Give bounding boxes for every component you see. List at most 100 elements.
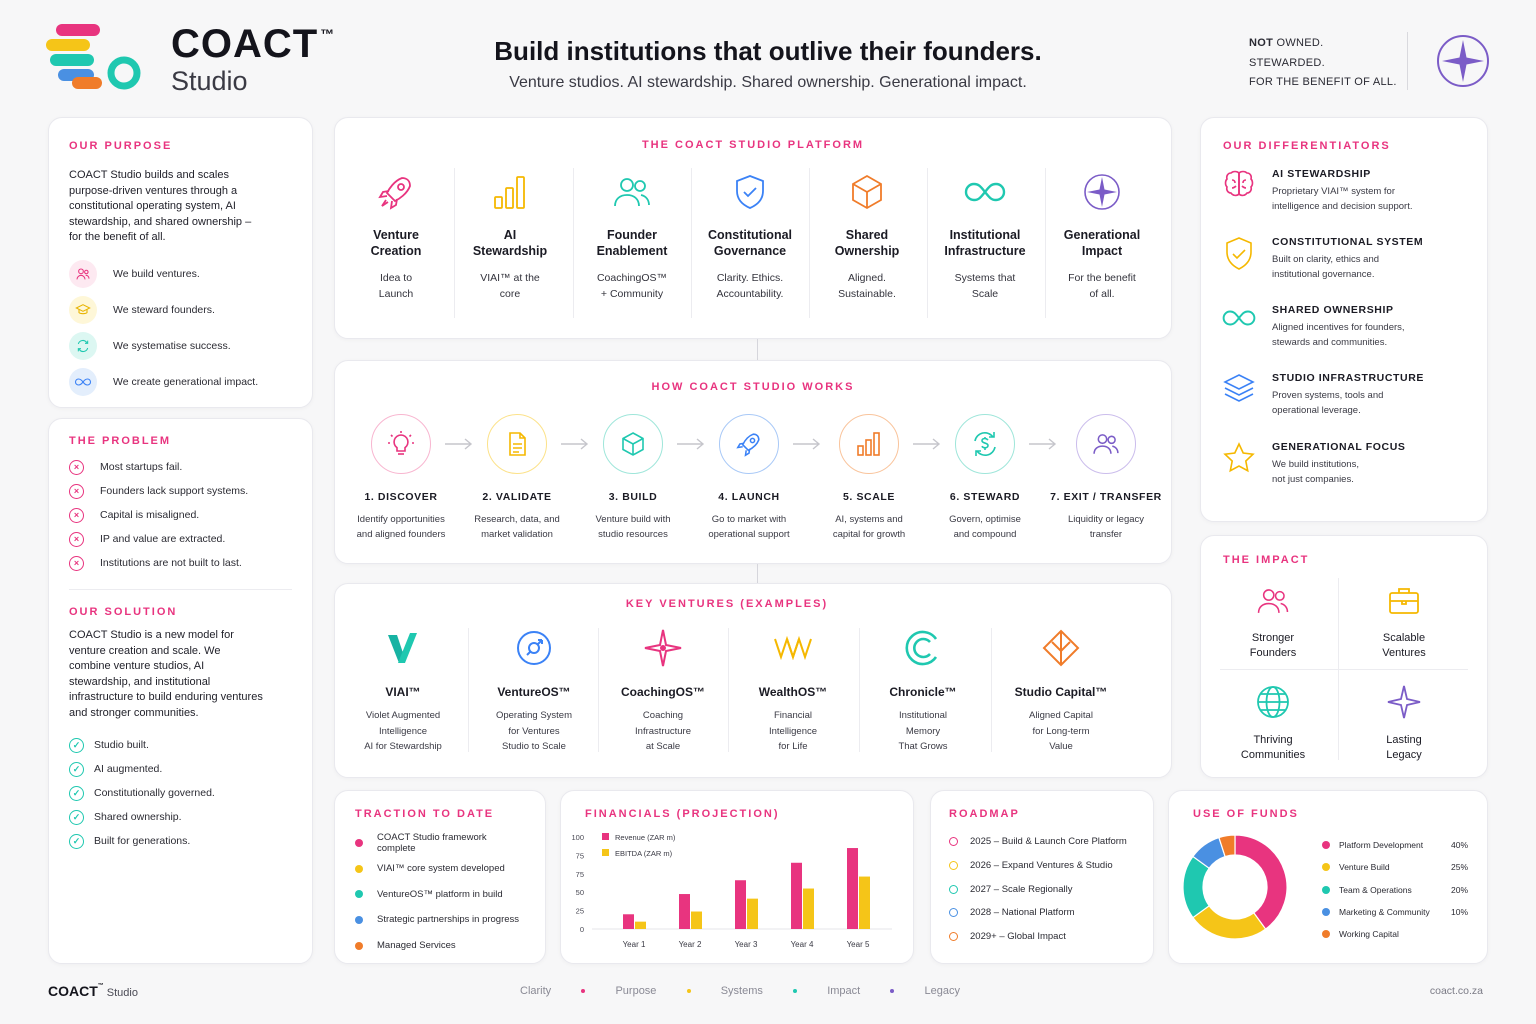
brain-icon xyxy=(1222,168,1256,214)
impact-scalable-ventures: Scalable Ventures xyxy=(1339,584,1469,661)
layers-icon xyxy=(1222,372,1256,418)
revenue-bar xyxy=(623,914,634,929)
problem-item: × IP and value are extracted. xyxy=(69,527,292,551)
purpose-item: We systematise success. xyxy=(69,328,292,364)
problem-title: THE PROBLEM xyxy=(69,435,172,447)
roadmap-card: ROADMAP 2025 – Build & Launch Core Platf… xyxy=(930,790,1154,964)
step-exit-transfer: 7. EXIT / TRANSFER Liquidity or legacy tr… xyxy=(1046,414,1166,542)
diff-ai-stewardship: AI STEWARDSHIP Proprietary VIAI™ system f… xyxy=(1222,168,1472,214)
column-divider xyxy=(1045,168,1046,318)
donut-slice xyxy=(1192,904,1267,940)
venture-studio-capital: Studio Capital™ Aligned Capital for Long-… xyxy=(996,626,1126,755)
wealthos-logo-icon xyxy=(728,626,858,670)
arrow-right-icon xyxy=(913,438,941,450)
venture-ventureos: VentureOS™ Operating System for Ventures S… xyxy=(469,626,599,755)
traction-title: TRACTION TO DATE xyxy=(355,808,495,820)
use-of-funds-title: USE OF FUNDS xyxy=(1193,808,1299,820)
arrow-right-icon xyxy=(677,438,705,450)
purpose-item: We steward founders. xyxy=(69,292,292,328)
footer-values: Clarity Purpose Systems Impact Legacy xyxy=(520,985,960,997)
solution-item: ✓ Studio built. xyxy=(69,733,292,757)
problem-item: × Capital is misaligned. xyxy=(69,503,292,527)
donut-slice xyxy=(1234,834,1288,930)
platform-item-constitutional-governance: Constitutional Governance Clarity. Ethics… xyxy=(691,168,809,318)
funds-item: Platform Development 40% xyxy=(1322,834,1468,856)
check-circle-icon: ✓ xyxy=(69,809,84,825)
footer-url[interactable]: coact.co.za xyxy=(1429,985,1483,997)
donut-slice xyxy=(1218,834,1236,858)
ventures-title: KEY VENTURES (EXAMPLES) xyxy=(625,598,829,610)
users-icon xyxy=(1257,589,1289,613)
compass-star-icon xyxy=(1437,35,1489,87)
shield-icon xyxy=(691,168,809,216)
footer-brand: COACT™Studio xyxy=(48,983,138,999)
infinity-icon xyxy=(1222,304,1256,350)
solution-title: OUR SOLUTION xyxy=(69,606,178,618)
diff-constitutional-system: CONSTITUTIONAL SYSTEM Built on clarity, e… xyxy=(1222,236,1472,282)
works-title: HOW COACT STUDIO WORKS xyxy=(651,381,855,393)
revenue-bar xyxy=(735,880,746,929)
diff-studio-infrastructure: STUDIO INFRASTRUCTURE Proven systems, too… xyxy=(1222,372,1472,418)
ebitda-bar xyxy=(635,921,646,929)
solution-item: ✓ Constitutionally governed. xyxy=(69,781,292,805)
platform-card: THE COACT STUDIO PLATFORM xyxy=(334,117,1172,339)
column-divider xyxy=(927,168,928,318)
connector-line xyxy=(757,339,758,360)
dollar-cycle-icon xyxy=(955,414,1015,474)
column-divider xyxy=(859,628,860,752)
platform-item-shared-ownership: Shared Ownership Aligned. Sustainable. xyxy=(808,168,926,318)
platform-item-institutional-infrastructure: Institutional Infrastructure Systems that… xyxy=(926,168,1044,318)
column-divider xyxy=(573,168,574,318)
footer-dot xyxy=(581,989,586,993)
traction-card: TRACTION TO DATE COACT Studio framework … xyxy=(334,790,546,964)
roadmap-title: ROADMAP xyxy=(949,808,1020,820)
y-tick-label: 75 xyxy=(576,851,584,860)
page-subhead: Venture studios. AI stewardship. Shared … xyxy=(509,74,1027,91)
platform-item-ai-stewardship: AI Stewardship VIAI™ at the core xyxy=(451,168,569,318)
x-circle-icon: × xyxy=(69,507,84,523)
roadmap-item: 2026 – Expand Ventures & Studio xyxy=(949,854,1135,878)
star-icon xyxy=(1222,441,1256,487)
arrow-right-icon xyxy=(561,438,589,450)
x-tick-label: Year 2 xyxy=(679,940,702,949)
purpose-text: COACT Studio builds and scales purpose-d… xyxy=(69,169,252,243)
x-circle-icon: × xyxy=(69,483,84,499)
differentiators-title: OUR DIFFERENTIATORS xyxy=(1223,140,1391,152)
financials-chart: 100 75 75 50 25 0 Year 1 Year 2 Year 3 Year 4 Yea… xyxy=(571,833,892,949)
solution-item: ✓ Shared ownership. xyxy=(69,805,292,829)
motto-line: NOT OWNED. xyxy=(1249,37,1324,49)
footer-value: Clarity xyxy=(520,985,552,997)
column-divider xyxy=(691,168,692,318)
revenue-bar xyxy=(791,862,802,929)
legend-label-revenue: Revenue (ZAR m) xyxy=(615,833,676,842)
rocket-icon xyxy=(337,168,455,216)
traction-item: VIAI™ core system developed xyxy=(355,856,525,882)
column-divider xyxy=(991,628,992,752)
problem-item: × Founders lack support systems. xyxy=(69,479,292,503)
column-divider xyxy=(468,628,469,752)
ebitda-bar xyxy=(859,876,870,929)
y-tick-label: 0 xyxy=(580,925,584,934)
venture-viai: VIAI™ Violet Augmented Intelligence AI for… xyxy=(338,626,468,755)
coact-logo-icon xyxy=(46,24,141,90)
platform-title: THE COACT STUDIO PLATFORM xyxy=(641,139,865,151)
purpose-card: OUR PURPOSE COACT Studio builds and scal… xyxy=(48,117,313,408)
impact-stronger-founders: Stronger Founders xyxy=(1208,584,1338,661)
footer-value: Purpose xyxy=(615,985,657,997)
footer-dot xyxy=(686,989,691,993)
x-circle-icon: × xyxy=(69,459,84,475)
arrow-right-icon xyxy=(1029,438,1057,450)
platform-item-venture-creation: Venture Creation Idea to Launch xyxy=(337,168,455,318)
legend-swatch-ebitda xyxy=(602,849,609,856)
rocket-icon xyxy=(719,414,779,474)
arrow-right-icon xyxy=(793,438,821,450)
diff-shared-ownership: SHARED OWNERSHIP Aligned incentives for f… xyxy=(1222,304,1472,350)
diff-generational-focus: GENERATIONAL FOCUS We build institutions,… xyxy=(1222,441,1472,487)
brand-name: COACT ™ xyxy=(171,22,336,66)
studio-capital-logo-icon xyxy=(996,626,1126,670)
ebitda-bar xyxy=(691,911,702,929)
x-tick-label: Year 3 xyxy=(735,940,758,949)
step-launch: 4. LAUNCH Go to market with operational s… xyxy=(691,414,807,542)
section-divider xyxy=(69,589,292,590)
cube-icon xyxy=(808,168,926,216)
